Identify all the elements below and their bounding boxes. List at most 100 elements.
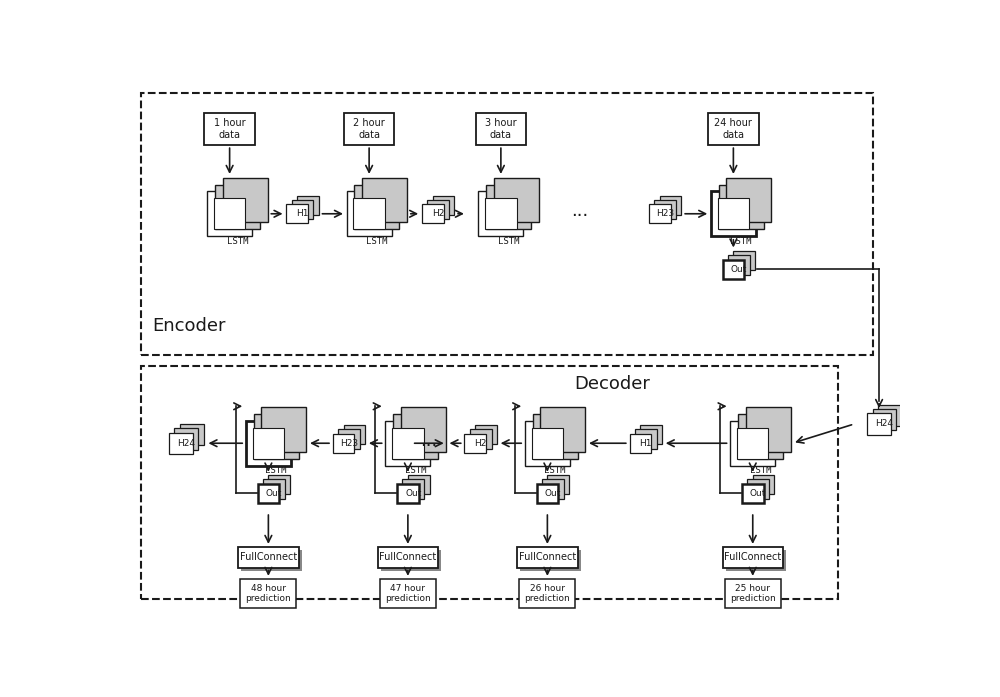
Bar bbox=[660, 196, 681, 215]
Bar bbox=[385, 421, 430, 466]
Bar bbox=[380, 579, 436, 608]
Text: H23: H23 bbox=[340, 438, 358, 447]
Bar bbox=[292, 200, 313, 219]
Text: 48 hour
prediction: 48 hour prediction bbox=[246, 583, 291, 603]
Text: Out: Out bbox=[545, 489, 561, 498]
Bar bbox=[140, 366, 838, 599]
Bar bbox=[353, 198, 385, 229]
Bar bbox=[635, 429, 657, 449]
Bar bbox=[268, 475, 290, 494]
Bar bbox=[537, 484, 558, 503]
Text: LSTM: LSTM bbox=[405, 466, 426, 475]
Bar bbox=[737, 427, 768, 459]
Bar bbox=[476, 113, 526, 145]
Text: Out: Out bbox=[731, 265, 747, 274]
Bar bbox=[258, 484, 279, 503]
Bar bbox=[464, 434, 486, 453]
Bar bbox=[723, 546, 783, 567]
Bar bbox=[408, 475, 430, 494]
Bar bbox=[204, 113, 255, 145]
Text: 25 hour
prediction: 25 hour prediction bbox=[730, 583, 776, 603]
Bar bbox=[540, 407, 585, 452]
Bar bbox=[533, 414, 578, 459]
Text: ...: ... bbox=[571, 202, 589, 220]
Bar bbox=[519, 579, 575, 608]
Bar bbox=[354, 185, 399, 229]
Bar bbox=[542, 480, 564, 498]
Bar bbox=[246, 421, 291, 466]
Bar bbox=[630, 434, 651, 453]
Text: FullConnect: FullConnect bbox=[379, 552, 436, 562]
Bar bbox=[344, 425, 365, 445]
Bar bbox=[742, 484, 764, 503]
Text: LSTM: LSTM bbox=[265, 466, 287, 475]
Bar bbox=[746, 407, 791, 452]
Bar bbox=[378, 546, 438, 567]
Bar bbox=[261, 407, 306, 452]
Text: LSTM: LSTM bbox=[227, 237, 248, 246]
Text: Out: Out bbox=[750, 489, 766, 498]
Bar bbox=[347, 192, 392, 236]
Bar bbox=[344, 113, 394, 145]
Bar bbox=[427, 200, 449, 219]
Bar bbox=[402, 480, 424, 498]
Bar bbox=[718, 198, 749, 229]
Text: H1: H1 bbox=[296, 209, 309, 218]
Bar bbox=[381, 550, 441, 571]
Bar bbox=[333, 434, 354, 453]
Bar bbox=[725, 579, 781, 608]
Bar bbox=[654, 200, 676, 219]
Text: LSTM: LSTM bbox=[366, 237, 388, 246]
Bar bbox=[240, 579, 296, 608]
Bar bbox=[475, 425, 497, 445]
Text: H2: H2 bbox=[475, 438, 487, 447]
Bar bbox=[174, 429, 198, 450]
Text: LSTM: LSTM bbox=[498, 237, 519, 246]
Bar bbox=[338, 429, 360, 449]
Text: 3 hour
data: 3 hour data bbox=[485, 118, 517, 140]
Text: 24 hour
data: 24 hour data bbox=[714, 118, 752, 140]
Bar bbox=[494, 178, 539, 222]
Bar bbox=[297, 196, 319, 215]
Bar bbox=[486, 185, 531, 229]
Bar bbox=[215, 185, 260, 229]
Bar bbox=[867, 413, 891, 434]
Bar bbox=[485, 198, 517, 229]
Bar bbox=[525, 421, 570, 466]
Text: LSTM: LSTM bbox=[750, 466, 771, 475]
Text: ...: ... bbox=[420, 432, 437, 450]
Text: H2: H2 bbox=[432, 209, 444, 218]
Bar bbox=[753, 475, 774, 494]
Bar bbox=[738, 414, 783, 459]
Text: 2 hour
data: 2 hour data bbox=[353, 118, 385, 140]
Bar bbox=[238, 546, 299, 567]
Text: 26 hour
prediction: 26 hour prediction bbox=[524, 583, 570, 603]
Text: Decoder: Decoder bbox=[574, 376, 650, 394]
Bar bbox=[719, 185, 764, 229]
Bar bbox=[640, 425, 662, 445]
Bar bbox=[532, 427, 563, 459]
Text: Encoder: Encoder bbox=[152, 317, 226, 335]
Bar bbox=[520, 550, 581, 571]
Bar bbox=[878, 405, 902, 426]
Bar bbox=[747, 480, 769, 498]
Bar bbox=[470, 429, 492, 449]
Bar bbox=[723, 259, 744, 279]
Text: 47 hour
prediction: 47 hour prediction bbox=[385, 583, 431, 603]
Text: Out: Out bbox=[405, 489, 421, 498]
Bar bbox=[401, 407, 446, 452]
Bar bbox=[362, 178, 407, 222]
Bar bbox=[730, 421, 775, 466]
Bar bbox=[478, 192, 523, 236]
Bar bbox=[711, 192, 756, 236]
Text: LSTM: LSTM bbox=[544, 466, 566, 475]
Text: 1 hour
data: 1 hour data bbox=[214, 118, 245, 140]
Bar bbox=[393, 414, 438, 459]
Bar bbox=[241, 550, 302, 571]
Bar bbox=[708, 113, 759, 145]
Bar bbox=[214, 198, 245, 229]
Bar bbox=[397, 484, 419, 503]
Text: H24: H24 bbox=[876, 420, 894, 429]
Bar bbox=[286, 204, 308, 224]
Bar bbox=[223, 178, 268, 222]
